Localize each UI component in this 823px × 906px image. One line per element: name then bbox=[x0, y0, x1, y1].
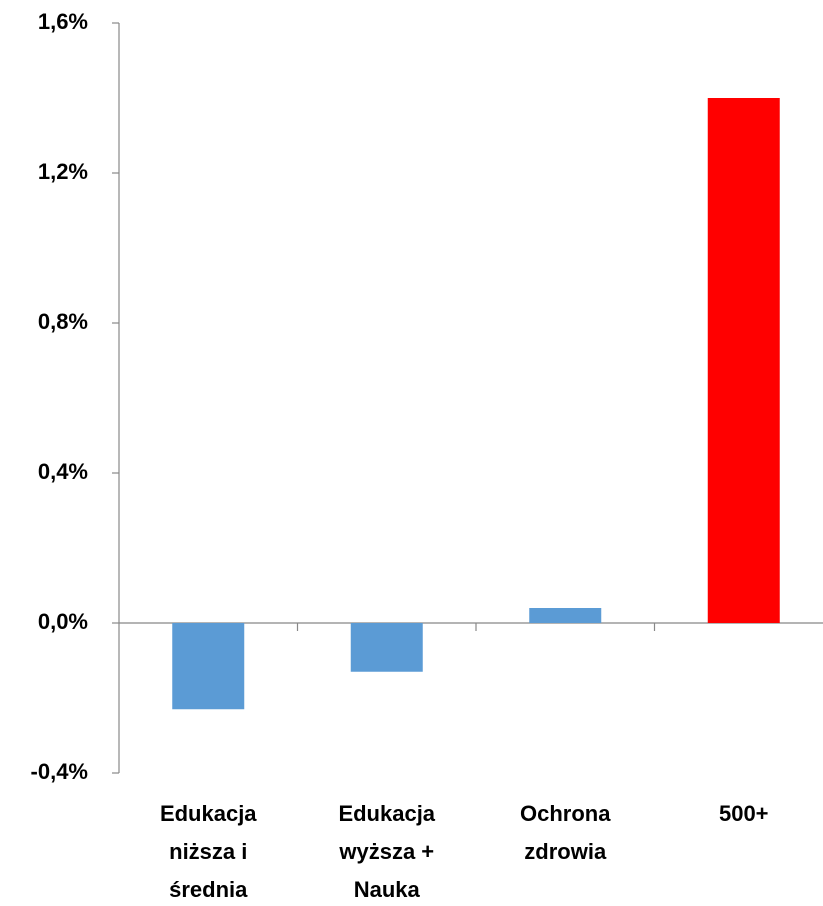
x-tick-label: wyższa + bbox=[338, 839, 434, 864]
x-tick-label: zdrowia bbox=[524, 839, 607, 864]
x-tick-label: Nauka bbox=[354, 877, 421, 902]
x-tick-label: 500+ bbox=[719, 801, 769, 826]
y-tick-label: 1,6% bbox=[38, 9, 88, 34]
y-tick-label: 0,0% bbox=[38, 609, 88, 634]
bar bbox=[172, 623, 245, 710]
x-tick-label: Edukacja bbox=[160, 801, 257, 826]
x-tick-label: niższa i bbox=[169, 839, 247, 864]
y-tick-label: -0,4% bbox=[31, 759, 88, 784]
x-tick-label: Ochrona bbox=[520, 801, 611, 826]
y-tick-label: 0,8% bbox=[38, 309, 88, 334]
x-tick-label: średnia bbox=[169, 877, 248, 902]
y-tick-label: 0,4% bbox=[38, 459, 88, 484]
bar bbox=[350, 623, 423, 672]
y-tick-label: 1,2% bbox=[38, 159, 88, 184]
bar bbox=[529, 608, 602, 623]
bar bbox=[707, 98, 780, 623]
x-tick-label: Edukacja bbox=[338, 801, 435, 826]
